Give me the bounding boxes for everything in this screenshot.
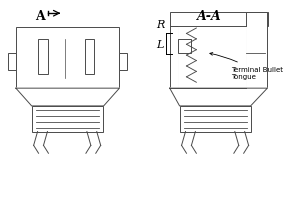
Bar <box>8 53 16 71</box>
Bar <box>170 13 268 27</box>
Text: R: R <box>156 20 164 30</box>
Text: A-A: A-A <box>197 10 221 23</box>
Text: A: A <box>35 10 44 23</box>
Bar <box>178 27 246 89</box>
Bar <box>32 106 103 132</box>
Text: Terminal Bullet
Tongue: Terminal Bullet Tongue <box>210 53 283 79</box>
Text: L: L <box>156 40 164 50</box>
Bar <box>16 28 119 89</box>
Bar <box>119 53 127 71</box>
Polygon shape <box>170 89 267 106</box>
Bar <box>170 27 178 89</box>
Bar <box>85 40 94 75</box>
Bar <box>180 106 250 132</box>
Bar <box>178 40 191 53</box>
Bar <box>38 40 48 75</box>
Polygon shape <box>16 89 119 106</box>
Bar <box>246 13 267 89</box>
